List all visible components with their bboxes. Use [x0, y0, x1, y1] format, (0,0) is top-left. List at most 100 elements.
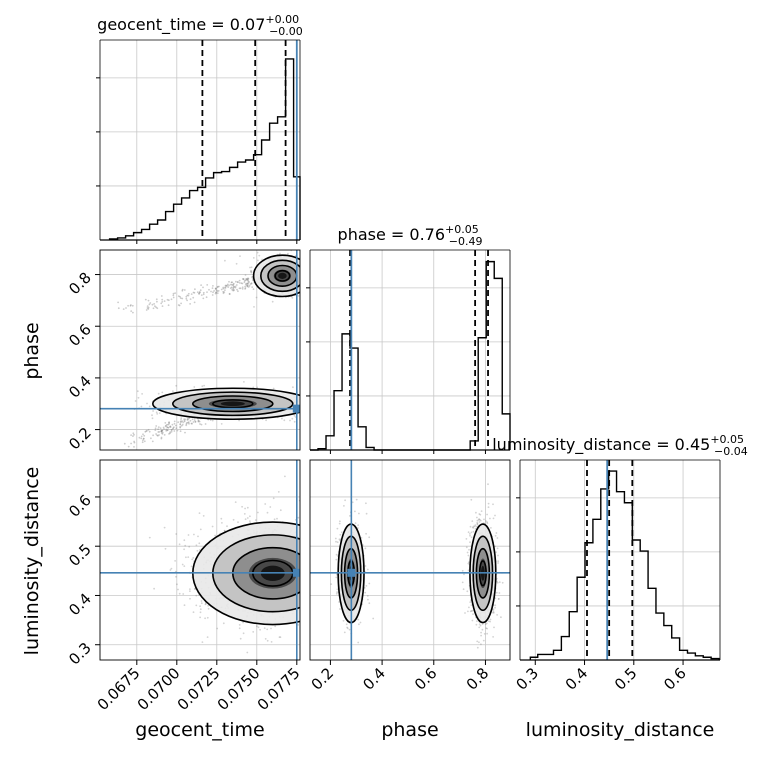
- scatter-point: [297, 516, 300, 519]
- scatter-point: [239, 637, 242, 640]
- scatter-point: [231, 281, 234, 284]
- scatter-point: [169, 569, 172, 571]
- scatter-point: [279, 636, 282, 638]
- scatter-point: [181, 288, 184, 291]
- scatter-point: [234, 501, 237, 503]
- scatter-point: [194, 421, 197, 423]
- scatter-point: [266, 628, 269, 631]
- scatter-point: [470, 536, 473, 539]
- scatter-point: [241, 286, 244, 289]
- scatter-point: [256, 625, 258, 628]
- scatter-point: [192, 291, 195, 294]
- scatter-point: [199, 608, 202, 611]
- scatter-point: [245, 284, 248, 286]
- scatter-point: [193, 533, 195, 536]
- scatter-point: [130, 304, 132, 306]
- scatter-point: [182, 593, 185, 595]
- scatter-point: [479, 518, 481, 521]
- scatter-point: [214, 292, 217, 295]
- scatter-point: [345, 623, 348, 626]
- scatter-point: [175, 424, 177, 427]
- scatter-point: [249, 266, 251, 269]
- scatter-point: [241, 288, 244, 290]
- scatter-point: [335, 558, 338, 561]
- scatter-point: [228, 292, 231, 295]
- scatter-point: [489, 517, 491, 520]
- scatter-point: [191, 558, 194, 561]
- scatter-point: [366, 568, 369, 571]
- scatter-point: [291, 417, 294, 420]
- scatter-point: [246, 517, 249, 519]
- scatter-point: [154, 427, 157, 430]
- scatter-point: [242, 278, 244, 280]
- scatter-point: [330, 583, 333, 585]
- scatter-point: [136, 390, 139, 393]
- scatter-point: [198, 291, 201, 294]
- scatter-point: [187, 556, 190, 558]
- scatter-point: [358, 623, 360, 626]
- scatter-point: [202, 515, 205, 517]
- scatter-point: [153, 303, 156, 305]
- marginal-luminosity_distance: luminosity_distance = 0.45+0.05 −0.04: [492, 433, 748, 660]
- scatter-point: [175, 427, 178, 430]
- scatter-point: [486, 521, 488, 524]
- contour-line: [274, 269, 291, 282]
- scatter-point: [232, 283, 235, 286]
- scatter-point: [238, 282, 241, 284]
- scatter-point: [234, 285, 237, 288]
- scatter-point: [155, 306, 158, 309]
- scatter-point: [235, 262, 238, 265]
- scatter-point: [484, 623, 487, 626]
- scatter-point: [244, 274, 247, 276]
- scatter-point: [365, 585, 368, 587]
- scatter-point: [230, 286, 233, 289]
- scatter-point: [155, 411, 158, 414]
- scatter-point: [468, 548, 470, 551]
- scatter-point: [291, 297, 294, 299]
- scatter-point: [281, 417, 283, 420]
- scatter-point: [231, 288, 234, 291]
- scatter-point: [152, 410, 155, 412]
- scatter-point: [253, 306, 255, 308]
- scatter-point: [229, 287, 232, 290]
- scatter-point: [173, 420, 176, 423]
- scatter-point: [199, 291, 201, 294]
- scatter-point: [497, 560, 500, 563]
- scatter-point: [496, 581, 499, 584]
- scatter-point: [193, 386, 196, 388]
- scatter-point: [481, 623, 484, 625]
- scatter-point: [249, 515, 251, 518]
- scatter-point: [183, 565, 186, 567]
- scatter-point: [368, 582, 371, 585]
- scatter-point: [179, 295, 181, 298]
- scatter-point: [279, 252, 281, 255]
- scatter-point: [259, 628, 261, 631]
- scatter-point: [185, 556, 187, 559]
- joint-phase-vs-geocent_time: [100, 250, 300, 450]
- scatter-point: [205, 296, 208, 299]
- scatter-point: [195, 544, 198, 547]
- scatter-point: [357, 641, 360, 644]
- scatter-point: [297, 624, 300, 626]
- scatter-point: [160, 430, 163, 432]
- scatter-point: [175, 575, 177, 578]
- scatter-point: [164, 422, 167, 424]
- scatter-point: [147, 306, 150, 309]
- scatter-point: [218, 285, 220, 288]
- scatter-point: [244, 518, 247, 521]
- scatter-point: [177, 421, 180, 424]
- scatter-point: [151, 303, 154, 306]
- scatter-point: [256, 251, 259, 254]
- scatter-point: [220, 288, 223, 291]
- scatter-point: [487, 506, 490, 509]
- scatter-point: [129, 304, 132, 307]
- scatter-point: [481, 628, 484, 631]
- scatter-point: [202, 293, 205, 296]
- scatter-point: [245, 278, 248, 281]
- scatter-point: [232, 288, 235, 291]
- scatter-point: [247, 279, 249, 282]
- scatter-point: [474, 525, 476, 528]
- scatter-point: [147, 428, 150, 431]
- scatter-point: [172, 390, 174, 392]
- scatter-point: [206, 291, 208, 293]
